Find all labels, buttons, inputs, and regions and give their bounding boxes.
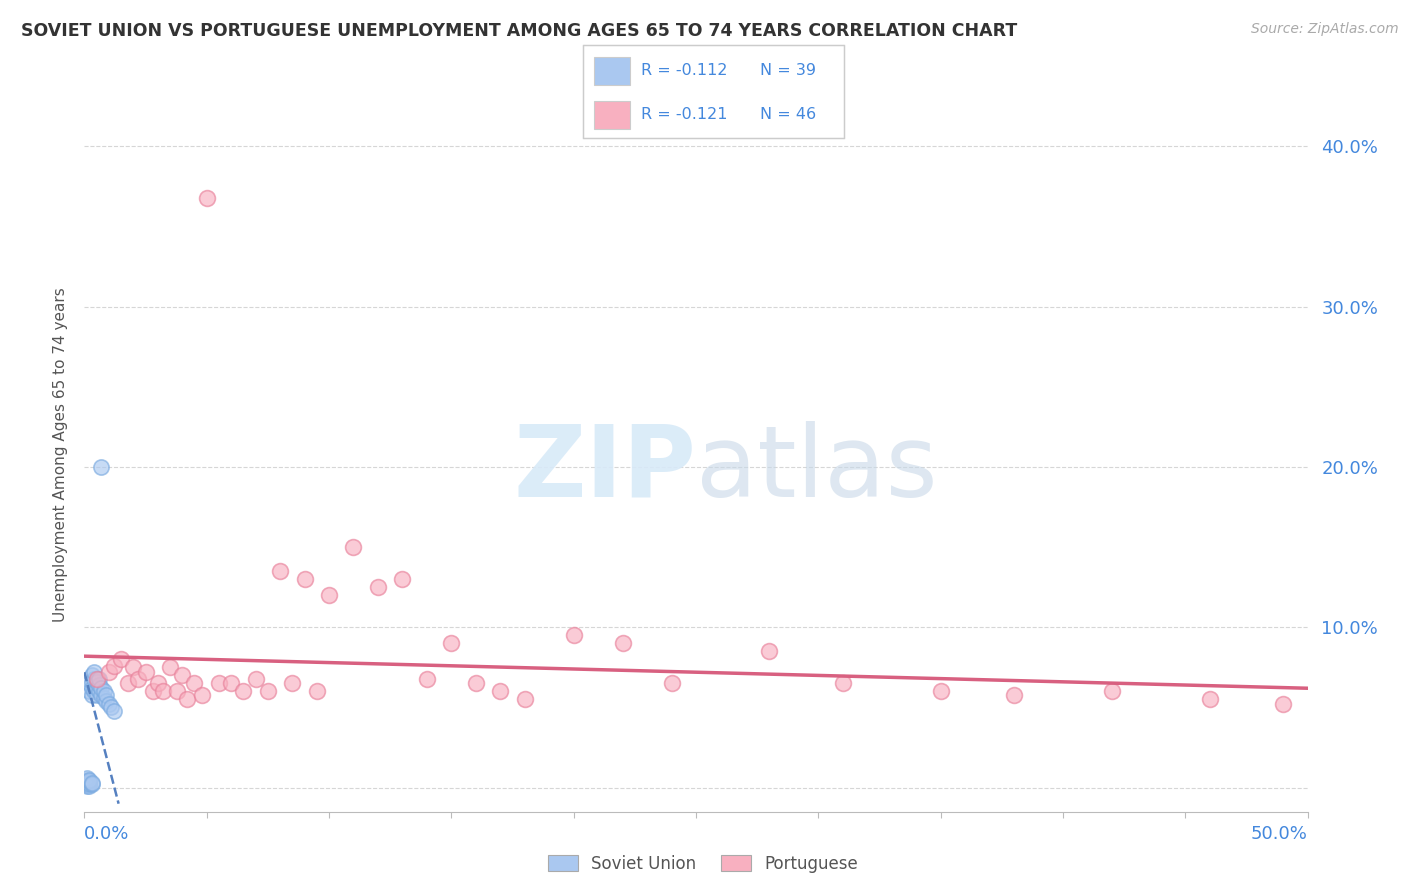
Point: [245, 672, 267, 686]
Point: [232, 684, 254, 698]
Point: [219, 676, 242, 690]
Point: [77, 684, 100, 698]
Point: [90, 459, 112, 474]
Point: [80, 668, 103, 682]
Point: [305, 684, 328, 698]
Point: [152, 684, 174, 698]
Point: [97, 698, 120, 712]
Point: [191, 688, 214, 702]
Point: [86, 674, 108, 689]
Point: [391, 572, 413, 586]
Point: [183, 676, 205, 690]
Point: [77, 777, 100, 791]
Point: [758, 644, 780, 658]
Point: [90, 688, 112, 702]
Legend: Soviet Union, Portuguese: Soviet Union, Portuguese: [541, 848, 865, 880]
Point: [80, 681, 103, 696]
Point: [513, 692, 536, 706]
Point: [172, 668, 194, 682]
Point: [87, 678, 110, 692]
Point: [1101, 684, 1123, 698]
Point: [281, 676, 304, 690]
Point: [257, 684, 280, 698]
Point: [127, 672, 149, 686]
Point: [93, 684, 115, 698]
Point: [367, 580, 389, 594]
Text: SOVIET UNION VS PORTUGUESE UNEMPLOYMENT AMONG AGES 65 TO 74 YEARS CORRELATION CH: SOVIET UNION VS PORTUGUESE UNEMPLOYMENT …: [21, 22, 1018, 40]
Point: [96, 688, 118, 702]
Text: R = -0.121: R = -0.121: [641, 107, 727, 122]
Point: [100, 700, 122, 714]
Point: [77, 776, 100, 790]
Point: [76, 779, 98, 793]
Point: [77, 779, 100, 793]
Point: [562, 628, 585, 642]
Point: [661, 676, 683, 690]
Point: [464, 676, 486, 690]
Point: [489, 684, 512, 698]
Point: [294, 572, 316, 586]
Y-axis label: Unemployment Among Ages 65 to 74 years: Unemployment Among Ages 65 to 74 years: [52, 287, 67, 623]
Point: [110, 652, 132, 666]
Text: 0.0%: 0.0%: [84, 824, 129, 843]
Point: [176, 692, 198, 706]
Point: [318, 588, 340, 602]
Point: [97, 665, 120, 680]
Point: [208, 676, 231, 690]
Point: [77, 772, 100, 787]
Point: [77, 676, 100, 690]
Point: [93, 690, 115, 705]
Point: [83, 678, 105, 692]
Point: [159, 660, 181, 674]
Point: [1198, 692, 1220, 706]
Point: [929, 684, 952, 698]
Point: [416, 672, 439, 686]
Bar: [593, 101, 630, 129]
Point: [83, 684, 105, 698]
Point: [76, 772, 98, 787]
Point: [103, 704, 125, 718]
Point: [76, 771, 98, 785]
Point: [86, 681, 108, 696]
Text: N = 46: N = 46: [761, 107, 817, 122]
Point: [831, 676, 853, 690]
Point: [117, 676, 139, 690]
Point: [80, 674, 103, 689]
Point: [135, 665, 157, 680]
Point: [269, 564, 291, 578]
Point: [87, 684, 110, 698]
Point: [76, 777, 98, 791]
Point: [83, 665, 105, 680]
Point: [1272, 698, 1295, 712]
Point: [86, 672, 108, 686]
Point: [142, 684, 165, 698]
Text: R = -0.112: R = -0.112: [641, 63, 727, 78]
Point: [90, 681, 112, 696]
Bar: [593, 57, 630, 85]
Point: [122, 660, 145, 674]
Point: [80, 777, 103, 791]
Text: Source: ZipAtlas.com: Source: ZipAtlas.com: [1251, 22, 1399, 37]
Point: [342, 540, 364, 554]
Point: [86, 688, 108, 702]
Point: [103, 658, 125, 673]
Text: ZIP: ZIP: [513, 421, 696, 517]
Text: 50.0%: 50.0%: [1251, 824, 1308, 843]
Point: [146, 676, 169, 690]
Point: [87, 672, 110, 686]
Point: [1002, 688, 1025, 702]
Point: [83, 672, 105, 686]
Point: [166, 684, 188, 698]
Point: [80, 688, 103, 702]
Point: [612, 636, 634, 650]
Text: atlas: atlas: [696, 421, 938, 517]
Point: [80, 776, 103, 790]
Point: [96, 694, 118, 708]
Point: [76, 776, 98, 790]
Text: N = 39: N = 39: [761, 63, 817, 78]
Point: [77, 774, 100, 789]
Point: [195, 190, 218, 204]
Point: [440, 636, 463, 650]
Point: [76, 774, 98, 789]
